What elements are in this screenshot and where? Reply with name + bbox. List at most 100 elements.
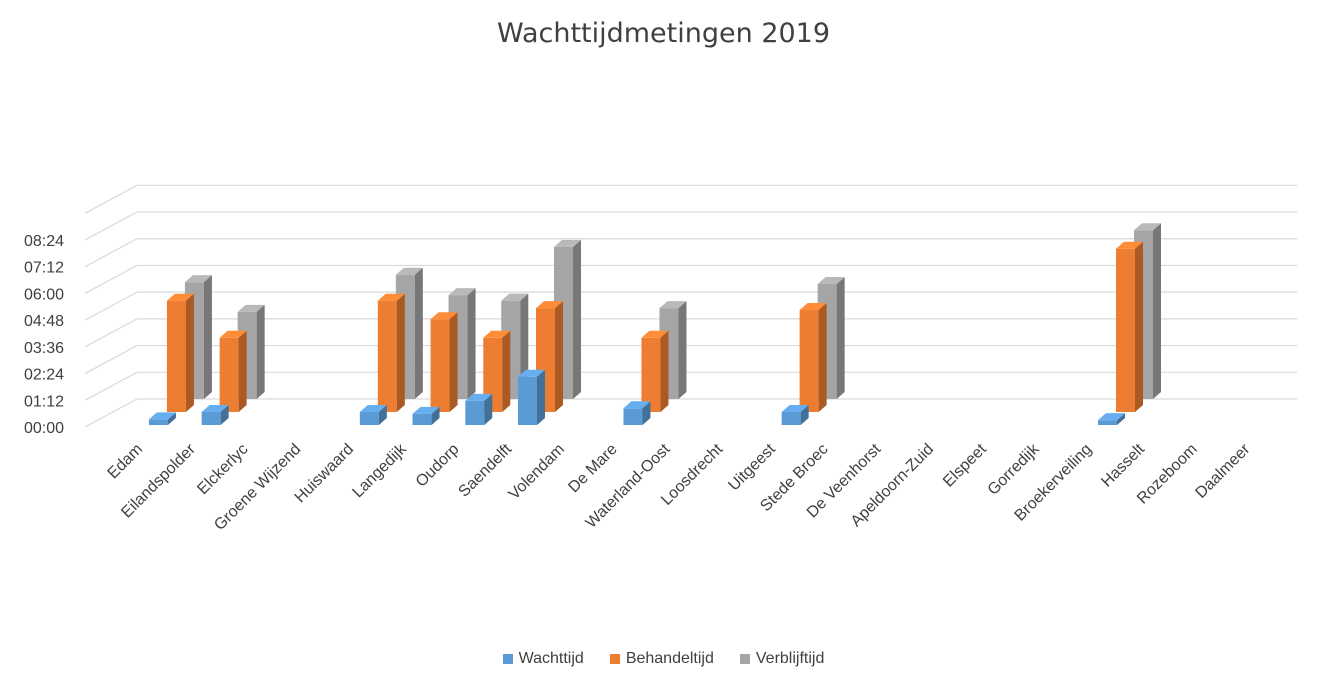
bar-front [412, 413, 432, 425]
bar-front [799, 309, 819, 412]
bar-side [238, 330, 247, 412]
bar-front [465, 400, 485, 425]
bar-front [623, 408, 643, 425]
bar-side [818, 302, 827, 412]
legend-item-verblijftijd: Verblijftijd [739, 650, 825, 668]
bar-top [377, 293, 405, 301]
bar-side [800, 405, 809, 425]
bar-front [377, 300, 397, 412]
bar-side [378, 405, 387, 425]
bar-behandeltijd [377, 293, 405, 412]
legend-item-behandeltijd: Behandeltijd [609, 650, 714, 668]
bar-side [642, 401, 651, 425]
legend-swatch-behandeltijd [609, 654, 620, 664]
gridline-depth [84, 291, 138, 321]
gridline-depth [84, 211, 138, 241]
bar-top [412, 406, 440, 414]
legend-item-wachttijd: Wachttijd [502, 650, 584, 668]
bar-wachttijd [359, 405, 387, 425]
chart-legend: Wachttijd Behandeltijd Verblijftijd [0, 650, 1327, 668]
bar-behandeltijd [799, 302, 827, 412]
bar-top [518, 369, 546, 377]
legend-label-wachttijd: Wachttijd [518, 650, 584, 667]
bar-top [554, 239, 582, 247]
bar-top [184, 275, 212, 283]
bar-side [414, 267, 423, 399]
bar-side [467, 288, 476, 399]
gridline-depth [84, 345, 138, 375]
bar-side [660, 330, 669, 412]
gridline-depth [84, 238, 138, 268]
bar-wachttijd [623, 401, 651, 425]
gridline-depth [84, 318, 138, 348]
gridline-depth [84, 184, 138, 214]
y-tick-label: 04:48 [24, 313, 64, 330]
bar-side [185, 293, 194, 412]
bar-side [502, 330, 511, 412]
bar-side [1117, 413, 1126, 425]
x-tick-label: Hasselt [1098, 440, 1148, 490]
y-tick-label: 08:24 [24, 233, 64, 250]
y-tick-label: 03:36 [24, 340, 64, 357]
bar-top [201, 405, 229, 413]
bar-top [395, 267, 423, 275]
bar-behandeltijd [219, 330, 247, 412]
bar-top [359, 405, 387, 413]
x-tick-label: Oudorp [413, 441, 463, 491]
x-tick-label: Elspeet [940, 440, 990, 490]
bar-side [449, 312, 458, 412]
x-tick-label: Uitgeest [725, 440, 779, 494]
legend-label-behandeltijd: Behandeltijd [625, 650, 714, 667]
bar-wachttijd [148, 412, 176, 425]
bar-front [641, 337, 661, 412]
bar-top [659, 301, 687, 309]
y-tick-label: 07:12 [24, 260, 64, 277]
bar-top [430, 312, 458, 320]
bar-top [536, 301, 564, 309]
bar-side [678, 301, 687, 399]
bar-side [396, 293, 405, 412]
x-tick-label: Langedijk [349, 440, 410, 501]
bar-front [148, 419, 168, 425]
bar-front [1116, 248, 1136, 412]
legend-swatch-wachttijd [502, 654, 513, 664]
bar-front [483, 337, 503, 412]
bar-top [448, 288, 476, 296]
bar-behandeltijd [641, 330, 669, 412]
bar-side [537, 369, 546, 425]
bar-behandeltijd [430, 312, 458, 412]
bar-side [573, 239, 582, 399]
bar-side [484, 393, 493, 425]
bar-front [219, 337, 239, 412]
bar-top [1098, 413, 1126, 421]
legend-label-verblijftijd: Verblijftijd [755, 650, 825, 667]
bar-side [1153, 223, 1162, 399]
bar-top [799, 302, 827, 310]
bar-front [166, 300, 186, 412]
gridline-depth [84, 264, 138, 294]
bar-top [641, 330, 669, 338]
gridline-depth [84, 398, 138, 428]
bar-front [359, 412, 379, 425]
bar-front [781, 412, 801, 425]
bar-front [1098, 420, 1118, 425]
bar-top [817, 276, 845, 284]
bar-top [781, 405, 809, 413]
y-tick-label: 06:00 [24, 286, 64, 303]
chart-title: Wachttijdmetingen 2019 [496, 18, 831, 49]
bar-side [256, 304, 265, 399]
bar-top [148, 412, 176, 420]
bar-wachttijd [1098, 413, 1126, 425]
y-tick-label: 00:00 [24, 420, 64, 437]
bar-top [237, 304, 265, 312]
bar-side [431, 406, 440, 425]
bar-wachttijd [201, 405, 229, 425]
x-tick-label: Volendam [506, 441, 568, 503]
bar-top [483, 330, 511, 338]
bar-top [166, 293, 194, 301]
bar-side [220, 405, 229, 425]
x-tick-label: De Mare [565, 441, 620, 496]
x-tick-label: Daalmeer [1192, 440, 1254, 502]
bar-front [430, 319, 450, 412]
